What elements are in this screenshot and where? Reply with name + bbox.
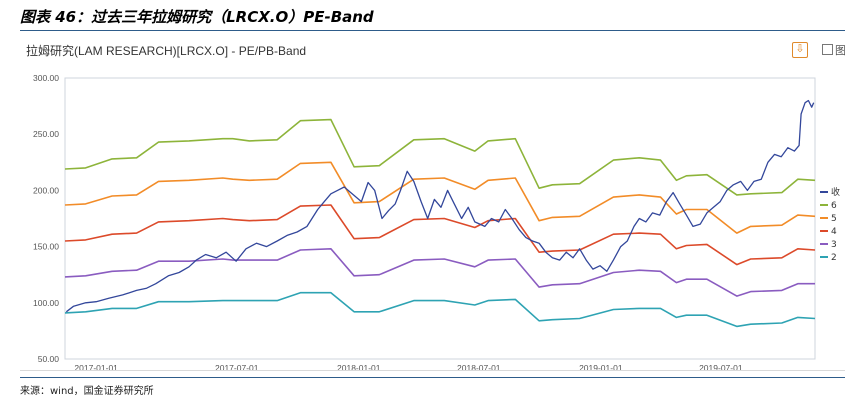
y-tick-label: 50.00: [38, 354, 60, 364]
series-line-band6: [64, 118, 816, 196]
series-line-band4: [64, 204, 816, 266]
legend-label-band5: 5: [831, 214, 837, 224]
series-line-band2: [64, 291, 816, 328]
x-tick-label: 2019-01-01: [579, 363, 623, 370]
legend-label-band3: 3: [831, 240, 837, 250]
plot-area: [64, 77, 816, 360]
x-tick-label: 2019-07-01: [699, 363, 743, 370]
pe-band-chart: 300.00 250.00 200.00 150.00 100.00 50.00 2017-…: [33, 73, 840, 370]
figure-title: 图表 46：过去三年拉姆研究（LRCX.O）PE-Band: [20, 8, 374, 26]
view-toggle-button[interactable]: 图使: [822, 42, 845, 58]
x-tick-label: 2017-07-01: [215, 363, 259, 370]
source-divider: [20, 377, 845, 378]
y-tick-label: 200.00: [33, 185, 59, 195]
x-tick-label: 2017-01-01: [74, 363, 118, 370]
series-line-price: [65, 99, 815, 313]
legend-label-band4: 4: [831, 227, 837, 237]
legend-label-band6: 6: [831, 201, 837, 211]
series-line-band5: [64, 161, 816, 234]
x-tick-label: 2018-07-01: [457, 363, 501, 370]
y-tick-label: 250.00: [33, 129, 59, 139]
legend-label-band2: 2: [831, 253, 837, 263]
source-note: 来源：wind，国金证券研究所: [20, 386, 154, 397]
y-tick-label: 300.00: [33, 73, 59, 83]
chart-panel: 拉姆研究(LAM RESEARCH)[LRCX.O] - PE/PB-Band …: [20, 32, 845, 371]
series-line-band3: [64, 248, 815, 297]
download-icon[interactable]: ⇩: [792, 42, 808, 58]
y-tick-label: 100.00: [33, 298, 59, 308]
chart-title: 拉姆研究(LAM RESEARCH)[LRCX.O] - PE/PB-Band: [26, 44, 307, 58]
table-view-icon: [822, 44, 833, 55]
title-divider: [20, 30, 845, 31]
x-tick-label: 2018-01-01: [337, 363, 381, 370]
legend-label-price: 收: [831, 186, 840, 198]
view-toggle-label: 图使: [835, 45, 845, 57]
y-tick-label: 150.00: [33, 242, 59, 252]
